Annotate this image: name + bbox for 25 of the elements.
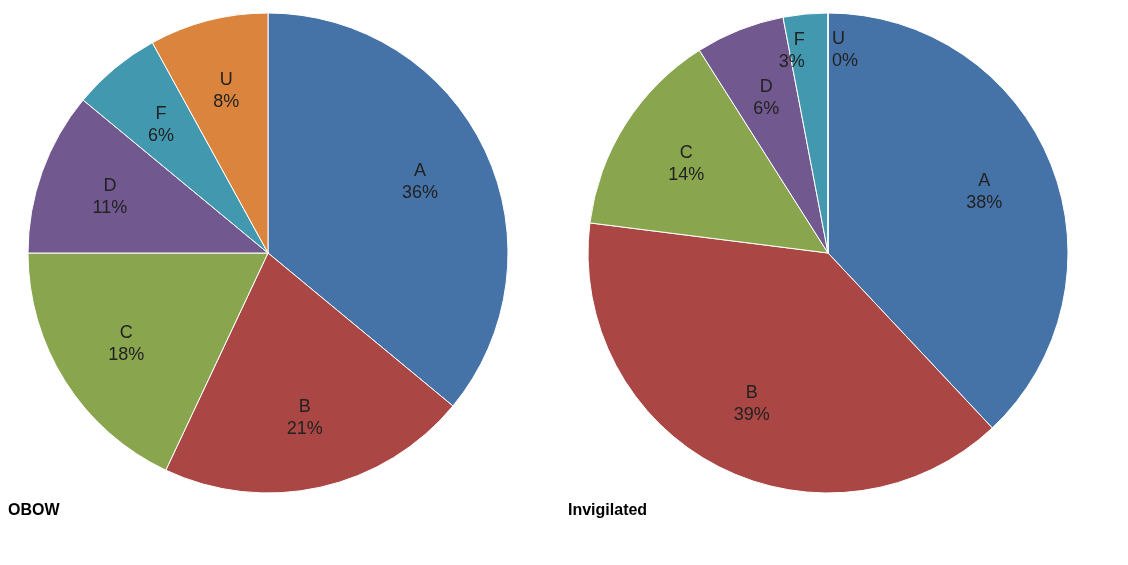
slice-label: F	[793, 28, 805, 49]
data-label: 38%	[966, 192, 1003, 213]
slice-label: F	[155, 102, 167, 123]
data-label: 8%	[213, 91, 240, 112]
text: Invigilated	[568, 501, 648, 518]
data-label: 36%	[402, 182, 439, 203]
slice-label: B	[745, 381, 758, 402]
slice-label: C	[679, 141, 693, 162]
data-label: 18%	[108, 344, 145, 365]
slice-label: B	[298, 395, 311, 416]
slice-label: U	[219, 69, 233, 90]
data-label: 11%	[92, 197, 128, 218]
slice-label: A	[414, 160, 427, 181]
data-label: 21%	[286, 417, 323, 438]
slice-label: D	[103, 175, 117, 196]
slice-label: C	[119, 322, 133, 343]
category-label: U	[832, 28, 845, 48]
slice-label: D	[759, 75, 773, 96]
data-label: 6%	[753, 97, 780, 118]
text: 0%	[832, 50, 859, 70]
data-label: 6%	[147, 124, 174, 145]
data-label: 39%	[733, 403, 770, 424]
text: OBOW	[8, 501, 61, 518]
slice-label: A	[978, 170, 991, 191]
data-label: 14%	[668, 163, 705, 184]
